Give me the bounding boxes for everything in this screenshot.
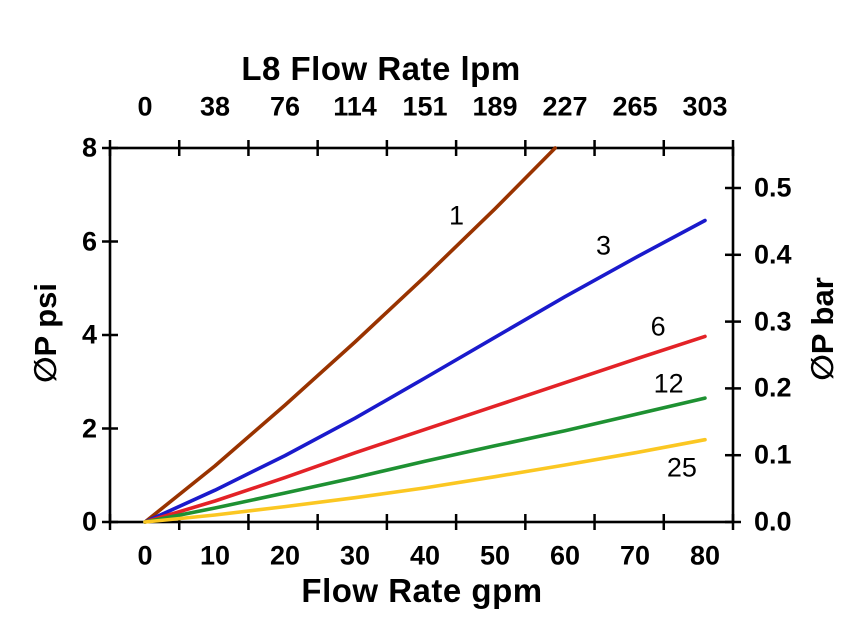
x-axis-tick-label: 10 (199, 540, 231, 571)
y-left-tick-label: 4 (81, 319, 97, 350)
top-axis-tick-label: 265 (612, 91, 658, 122)
series-line-25-micron (143, 437, 707, 524)
x-axis-tick-label: 30 (339, 540, 371, 571)
series-label-12-micron: 12 (653, 368, 684, 399)
top-axis-title: L8 Flow Rate lpm (241, 50, 521, 87)
y-left-tick-label: 8 (81, 132, 97, 163)
series-label-3-micron: 3 (595, 230, 612, 261)
plot-frame (108, 146, 735, 524)
series-label-1-micron: 1 (448, 200, 465, 231)
y-right-tick-label: 0.4 (754, 239, 792, 270)
top-axis-tick-label: 189 (472, 91, 518, 122)
y-right-tick-label: 0.3 (754, 306, 792, 337)
series-line-3-micron (143, 218, 707, 524)
y-axis-right-title: ∅P bar (805, 277, 840, 381)
x-axis-tick-label: 50 (479, 540, 511, 571)
series-label-25-micron: 25 (666, 452, 697, 483)
y-right-tick-label: 0.1 (754, 439, 792, 470)
top-axis-tick-label: 114 (333, 91, 377, 122)
y-axis-left-title: ∅P psi (28, 282, 63, 384)
series-label-6-micron: 6 (650, 311, 666, 342)
x-axis-title: Flow Rate gpm (301, 572, 543, 609)
top-axis-tick-label: 76 (269, 91, 301, 122)
series-line-12-micron (143, 396, 707, 524)
top-axis-tick-label: 227 (542, 91, 588, 122)
y-left-tick-label: 2 (81, 413, 97, 443)
y-right-tick-label: 0.2 (754, 372, 792, 403)
y-left-tick-label: 0 (81, 506, 97, 537)
top-axis-tick-label: 303 (682, 91, 728, 122)
y-right-tick-label: 0.5 (754, 172, 792, 203)
series-line-6-micron (143, 334, 707, 524)
top-axis-tick-label: 151 (402, 91, 448, 122)
top-axis-tick-label: 0 (137, 91, 153, 122)
x-axis-tick-label: 60 (549, 540, 581, 571)
y-left-tick-label: 6 (81, 226, 97, 256)
x-axis-tick-label: 40 (409, 540, 441, 571)
y-right-tick-label: 0.0 (754, 506, 792, 537)
top-axis-tick-label: 38 (199, 91, 231, 122)
x-axis-tick-label: 70 (619, 540, 651, 571)
series-line-1-micron (143, 146, 558, 524)
x-axis-tick-label: 80 (689, 540, 721, 571)
x-axis-tick-label: 20 (269, 540, 301, 571)
x-axis-tick-label: 0 (137, 540, 153, 571)
